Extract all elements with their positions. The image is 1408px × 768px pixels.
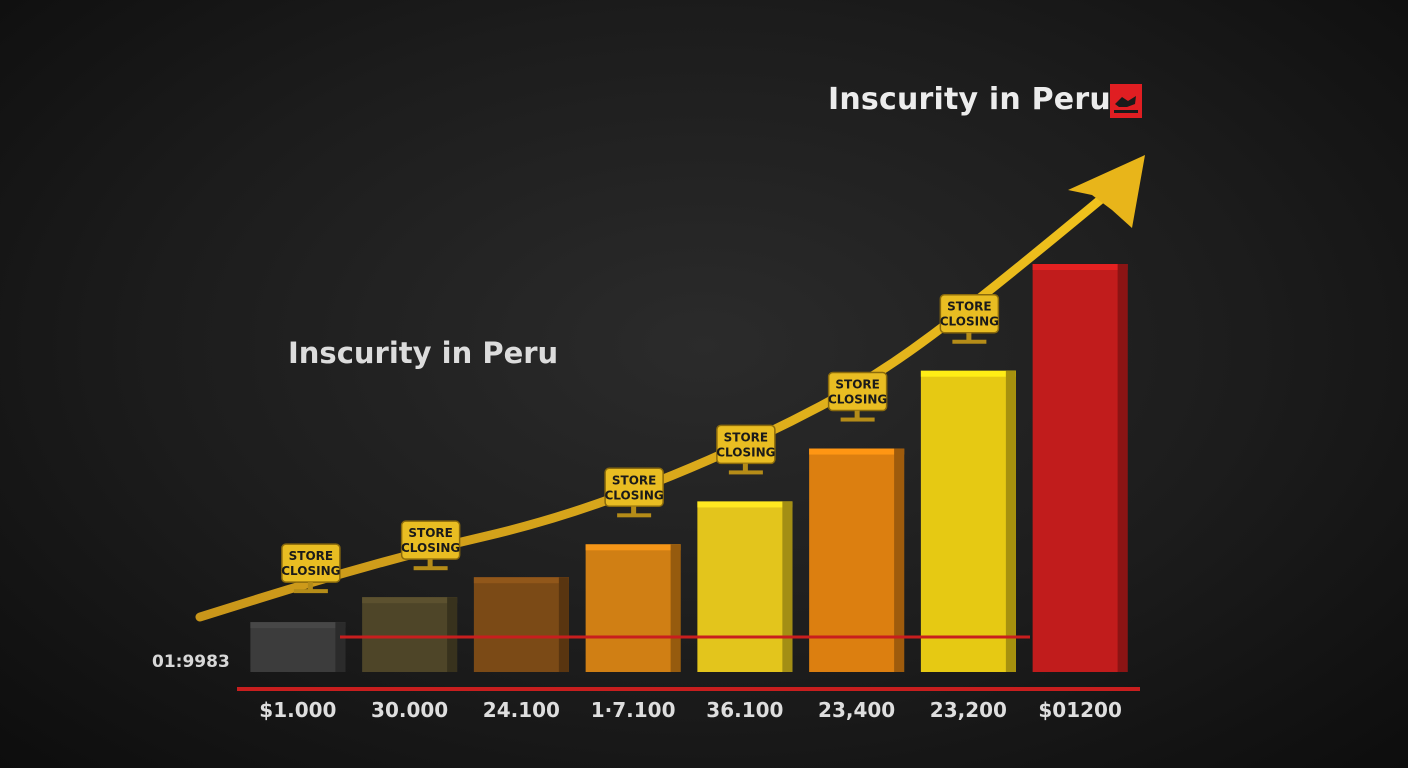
bar-top-face <box>1032 263 1128 270</box>
bar-top-face <box>585 544 681 551</box>
sign-text-line1: STORE <box>612 473 656 487</box>
x-tick-label: $01200 <box>1038 698 1122 722</box>
sign-base <box>293 589 328 594</box>
sign-text-line2: CLOSING <box>828 393 887 407</box>
sign-text-line2: CLOSING <box>401 541 460 555</box>
bar <box>1032 263 1128 672</box>
x-tick-label: 1·7.100 <box>591 698 676 722</box>
sign-text-line1: STORE <box>724 430 768 444</box>
bars-layer <box>250 263 1128 672</box>
sign-text-line1: STORE <box>408 526 452 540</box>
bar-side-face <box>894 448 905 672</box>
bar <box>362 597 458 672</box>
bar-body <box>585 544 681 672</box>
bar-side-face <box>335 622 346 672</box>
bar <box>473 577 569 672</box>
bar-body <box>473 577 569 672</box>
bar-top-face <box>362 597 458 604</box>
bar-top-face <box>250 622 346 629</box>
bar <box>585 544 681 672</box>
sign-post <box>427 559 433 568</box>
x-tick-label: $1.000 <box>259 698 336 722</box>
sign-base <box>840 417 875 422</box>
sign-text-line1: STORE <box>289 549 333 563</box>
x-tick-label: 30.000 <box>371 698 448 722</box>
x-tick-labels: $1.000 30.000 24.100 1·7.100 36.100 23,400 23,… <box>259 698 1122 722</box>
sign-text-line1: STORE <box>947 300 991 314</box>
sign-text-line2: CLOSING <box>940 315 999 329</box>
sign-post <box>742 463 748 472</box>
trend-arrow-head <box>1068 155 1145 228</box>
bar <box>809 448 905 672</box>
bar-body <box>809 448 905 672</box>
sign-base <box>952 339 987 344</box>
bar-body <box>920 370 1016 672</box>
bar-body <box>697 501 793 672</box>
peru-flag-icon <box>1110 84 1142 118</box>
bar-side-face <box>1005 370 1016 672</box>
sign-post <box>631 506 637 515</box>
chart-title: Inscurity in Peru <box>828 82 1111 117</box>
bar-body <box>1032 263 1128 672</box>
x-tick-label: 23,400 <box>818 698 895 722</box>
x-tick-label: 24.100 <box>483 698 560 722</box>
bar-side-face <box>447 597 458 672</box>
baseline-layer <box>237 635 1140 691</box>
bar-side-face <box>782 501 793 672</box>
x-tick-label: 23,200 <box>930 698 1007 722</box>
sign-text-line2: CLOSING <box>281 564 340 578</box>
sign-text-line2: CLOSING <box>716 445 775 459</box>
bar-top-face <box>473 577 569 584</box>
sign-base <box>617 513 652 518</box>
sign-base <box>413 566 448 571</box>
bar-side-face <box>558 577 569 672</box>
sign-base <box>728 470 763 475</box>
chart-annotation-title: Inscurity in Peru <box>288 336 559 370</box>
bar <box>920 370 1016 672</box>
sign-post <box>854 410 860 419</box>
sign-post <box>966 332 972 341</box>
bar-top-face <box>809 448 905 455</box>
side-label: 01:9983 <box>152 652 230 672</box>
sign-post <box>307 582 313 591</box>
bar-top-face <box>920 370 1016 377</box>
bar-side-face <box>670 544 681 672</box>
bar-body <box>362 597 458 672</box>
bar <box>250 622 346 672</box>
bar <box>697 501 793 672</box>
bar-body <box>250 622 346 672</box>
signs-layer: STORECLOSINGSTORECLOSINGSTORECLOSINGSTOR… <box>281 293 1000 594</box>
sign-text-line2: CLOSING <box>605 488 664 502</box>
sign-text-line1: STORE <box>835 378 879 392</box>
x-tick-label: 36.100 <box>706 698 783 722</box>
bar-side-face <box>1117 263 1128 672</box>
bar-top-face <box>697 501 793 508</box>
